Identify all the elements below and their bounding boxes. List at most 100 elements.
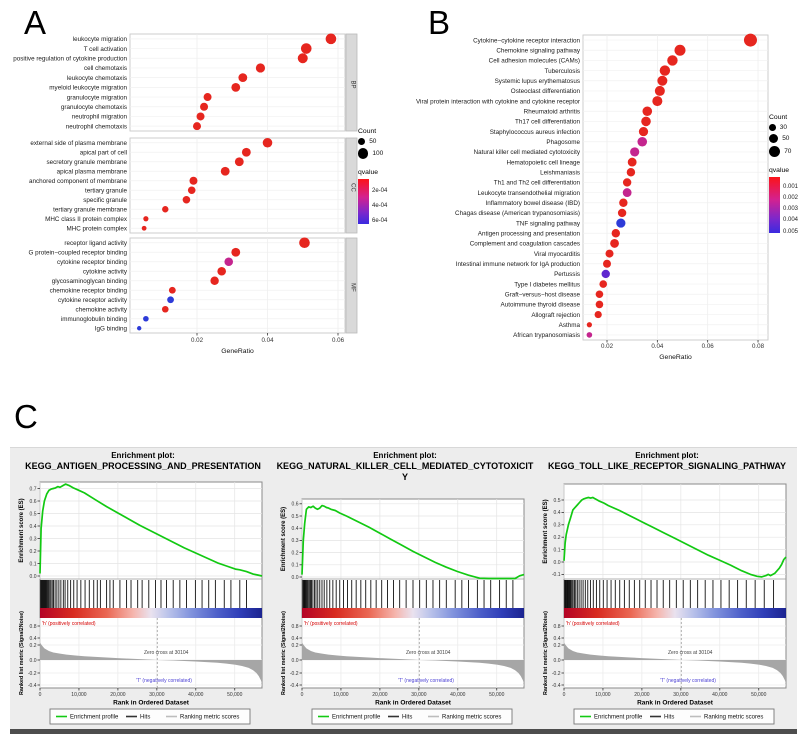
qvalue-gradient: 2e-04 4e-04 6e-04 bbox=[358, 178, 404, 224]
qvalue-gradient-bar bbox=[358, 178, 369, 224]
svg-text:cytokine receptor activity: cytokine receptor activity bbox=[58, 297, 128, 304]
count-legend-items: 30 50 70 bbox=[769, 124, 805, 158]
qvalue-gradient: 0.001 0.002 0.003 0.004 0.005 bbox=[769, 177, 805, 235]
svg-text:Hits: Hits bbox=[664, 715, 674, 721]
count-dot bbox=[358, 138, 366, 146]
svg-text:0.8: 0.8 bbox=[554, 624, 561, 630]
svg-text:20,000: 20,000 bbox=[372, 692, 388, 698]
dot bbox=[595, 290, 604, 299]
panel-c-label: C bbox=[14, 398, 38, 435]
hits-barcode bbox=[40, 580, 247, 608]
svg-text:Rank in Ordered Dataset: Rank in Ordered Dataset bbox=[375, 700, 452, 707]
svg-text:10,000: 10,000 bbox=[71, 692, 87, 698]
dot bbox=[674, 44, 686, 56]
qvalue-tick-label: 0.003 bbox=[783, 206, 799, 213]
svg-text:T cell activation: T cell activation bbox=[84, 46, 128, 53]
svg-text:0.0: 0.0 bbox=[554, 560, 561, 566]
annotations: 'h' (positively correlated) Zero cross at… bbox=[566, 621, 716, 684]
facet: Cytokine−cytokine receptor interaction Ch… bbox=[416, 33, 769, 341]
svg-text:Type I diabetes mellitus: Type I diabetes mellitus bbox=[514, 281, 580, 288]
qvalue-legend-title: qvalue bbox=[358, 168, 379, 176]
svg-text:tertiary granule: tertiary granule bbox=[85, 187, 127, 194]
dot bbox=[622, 188, 632, 197]
svg-text:Osteoclast differentiation: Osteoclast differentiation bbox=[511, 88, 581, 95]
dot bbox=[652, 96, 663, 107]
svg-text:0.4: 0.4 bbox=[30, 636, 37, 642]
svg-text:Enrichment profile: Enrichment profile bbox=[332, 715, 381, 721]
qvalue-tick-label: 0.004 bbox=[783, 217, 799, 224]
svg-text:'h' (positively correlated): 'h' (positively correlated) bbox=[566, 621, 620, 627]
svg-text:GeneRatio: GeneRatio bbox=[221, 348, 254, 355]
svg-text:Asthma: Asthma bbox=[559, 322, 581, 329]
svg-text:Ranking metric scores: Ranking metric scores bbox=[180, 715, 239, 721]
dot bbox=[299, 237, 310, 249]
svg-text:apical part of cell: apical part of cell bbox=[80, 149, 127, 156]
svg-text:cytokine activity: cytokine activity bbox=[83, 268, 128, 275]
svg-text:0.4: 0.4 bbox=[554, 636, 561, 642]
svg-text:Ranking metric scores: Ranking metric scores bbox=[704, 715, 763, 721]
svg-text:Leishmaniasis: Leishmaniasis bbox=[540, 169, 580, 176]
svg-text:granulocyte chemotaxis: granulocyte chemotaxis bbox=[61, 104, 127, 111]
svg-text:10,000: 10,000 bbox=[595, 692, 611, 698]
svg-text:0.2: 0.2 bbox=[292, 643, 299, 649]
svg-text:Ranked list metric (Signal2Noi: Ranked list metric (Signal2Noise) bbox=[281, 611, 287, 695]
svg-text:20,000: 20,000 bbox=[110, 692, 126, 698]
svg-text:-0.1: -0.1 bbox=[552, 572, 561, 578]
enrichment-profile-curve bbox=[301, 504, 525, 580]
facet-CC: external side of plasma membrane apical p… bbox=[29, 137, 358, 234]
dot bbox=[610, 239, 619, 248]
svg-text:0.2: 0.2 bbox=[554, 643, 561, 649]
svg-text:0.04: 0.04 bbox=[261, 337, 274, 344]
svg-text:Phagosome: Phagosome bbox=[546, 139, 580, 146]
svg-text:Graft−versus−host disease: Graft−versus−host disease bbox=[505, 291, 581, 298]
svg-text:0.4: 0.4 bbox=[554, 510, 561, 516]
svg-text:0.8: 0.8 bbox=[292, 624, 299, 630]
gsea-panel: Enrichment plot: KEGG_ANTIGEN_PROCESSING… bbox=[10, 447, 797, 734]
svg-text:-0.4: -0.4 bbox=[552, 683, 561, 689]
dot bbox=[638, 126, 649, 137]
svg-text:cytokine receptor binding: cytokine receptor binding bbox=[57, 259, 128, 266]
svg-text:anchored component of membrane: anchored component of membrane bbox=[29, 178, 128, 185]
svg-text:0.1: 0.1 bbox=[30, 561, 37, 567]
dot bbox=[595, 300, 604, 309]
dot bbox=[325, 33, 337, 45]
svg-text:chemokine receptor binding: chemokine receptor binding bbox=[50, 287, 128, 294]
svg-text:Pertussis: Pertussis bbox=[554, 271, 580, 278]
facet-MF: receptor ligand activity G protein−couple… bbox=[28, 237, 358, 334]
dot bbox=[167, 296, 174, 304]
dot bbox=[182, 195, 191, 204]
svg-text:'T' (negatively correlated): 'T' (negatively correlated) bbox=[398, 678, 454, 684]
dot bbox=[217, 266, 226, 276]
svg-text:-0.2: -0.2 bbox=[28, 671, 37, 677]
qvalue-legend-title: qvalue bbox=[769, 167, 790, 175]
svg-text:GeneRatio: GeneRatio bbox=[659, 354, 692, 361]
dot bbox=[262, 137, 273, 148]
svg-text:40,000: 40,000 bbox=[450, 692, 466, 698]
svg-text:glycosaminoglycan binding: glycosaminoglycan binding bbox=[52, 278, 128, 285]
svg-text:Leukocyte transendothelial mig: Leukocyte transendothelial migration bbox=[477, 190, 580, 197]
count-item: 50 bbox=[358, 138, 404, 146]
svg-text:external side of plasma membra: external side of plasma membrane bbox=[30, 140, 127, 147]
dot bbox=[300, 43, 312, 54]
svg-text:0.4: 0.4 bbox=[292, 636, 299, 642]
svg-text:0.6: 0.6 bbox=[292, 502, 299, 508]
svg-text:0.2: 0.2 bbox=[554, 535, 561, 541]
gsea-chart: 0.00.10.20.30.40.50.60.70.80.40.20.0-0.2… bbox=[19, 481, 263, 725]
svg-text:Hematopoietic cell lineage: Hematopoietic cell lineage bbox=[506, 159, 580, 166]
svg-text:0.4: 0.4 bbox=[292, 526, 299, 532]
svg-text:0.0: 0.0 bbox=[30, 658, 37, 664]
dot bbox=[586, 322, 592, 328]
dot bbox=[616, 218, 626, 228]
dot bbox=[603, 259, 611, 268]
svg-text:MHC class II protein complex: MHC class II protein complex bbox=[45, 216, 128, 223]
dot bbox=[255, 63, 266, 73]
dot bbox=[224, 257, 234, 267]
dot bbox=[162, 206, 169, 213]
dot bbox=[586, 332, 593, 338]
dot bbox=[231, 247, 241, 257]
gsea-title: Enrichment plot: bbox=[373, 451, 437, 460]
svg-text:Zero cross at 30104: Zero cross at 30104 bbox=[144, 650, 189, 656]
dot bbox=[234, 157, 244, 167]
count-label: 30 bbox=[779, 124, 788, 131]
svg-text:Cell adhesion molecules (CAMs): Cell adhesion molecules (CAMs) bbox=[489, 58, 580, 65]
